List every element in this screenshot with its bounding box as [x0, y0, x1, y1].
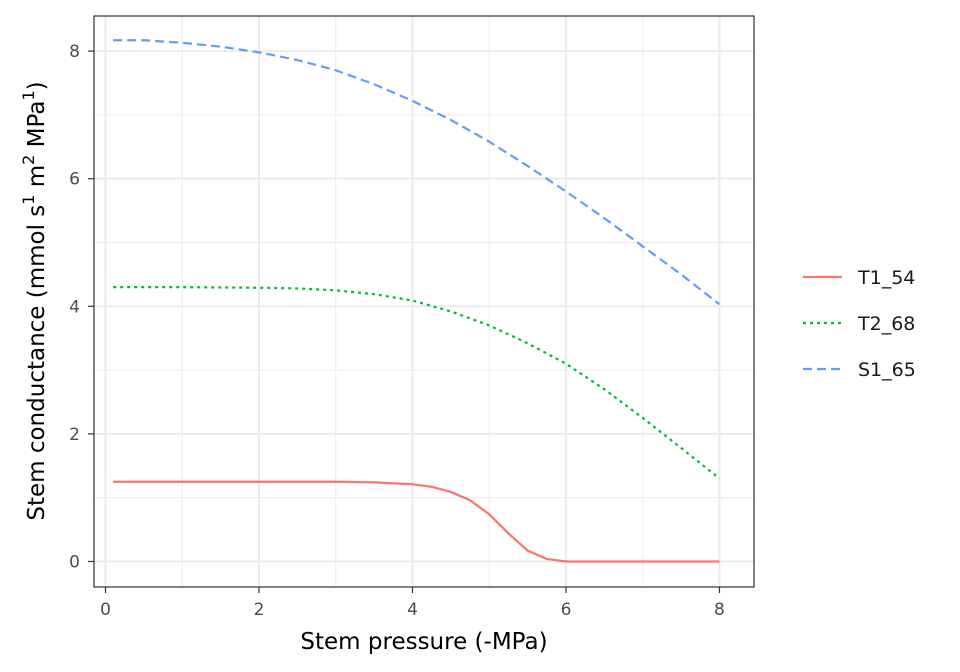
series-lines: [113, 39, 721, 563]
y-axis-title-sup-3: 1: [19, 90, 38, 100]
y-axis-title-sup-1: 1: [19, 195, 38, 205]
x-tick-label: 8: [714, 600, 725, 620]
y-tick-label: 6: [69, 170, 80, 190]
legend-label: T1_54: [857, 267, 915, 289]
y-axis-title: Stem conductance (mmol s1 m2 MPa1): [19, 81, 50, 520]
x-tick-label: 4: [407, 600, 418, 620]
plot-panel: [94, 16, 754, 587]
y-tick-label: 0: [69, 552, 80, 572]
plot-border: [93, 15, 755, 588]
x-tick-label: 2: [254, 600, 265, 620]
series-line-s1-65: [113, 39, 721, 306]
x-tick-label: 6: [561, 600, 572, 620]
legend: T1_54 T2_68 S1_65: [803, 267, 916, 381]
x-axis: 0 2 4 6 8: [100, 587, 725, 620]
series-line-t1-54: [113, 480, 720, 563]
y-axis-title-part-4: ): [24, 81, 50, 90]
y-axis-title-part-1: Stem conductance (mmol s: [24, 205, 50, 521]
y-tick-label: 4: [69, 297, 80, 317]
y-tick-label: 2: [69, 425, 80, 445]
y-tick-label: 8: [69, 42, 80, 62]
y-axis-title-part-2: m: [24, 165, 50, 195]
y-axis: 0 2 4 6 8: [69, 42, 94, 572]
y-axis-title-sup-2: 2: [19, 155, 38, 165]
x-tick-label: 0: [100, 600, 111, 620]
legend-label: T2_68: [857, 313, 915, 335]
legend-label: S1_65: [858, 359, 916, 381]
x-axis-title: Stem pressure (-MPa): [300, 629, 547, 655]
y-axis-title-part-3: MPa: [24, 101, 50, 155]
